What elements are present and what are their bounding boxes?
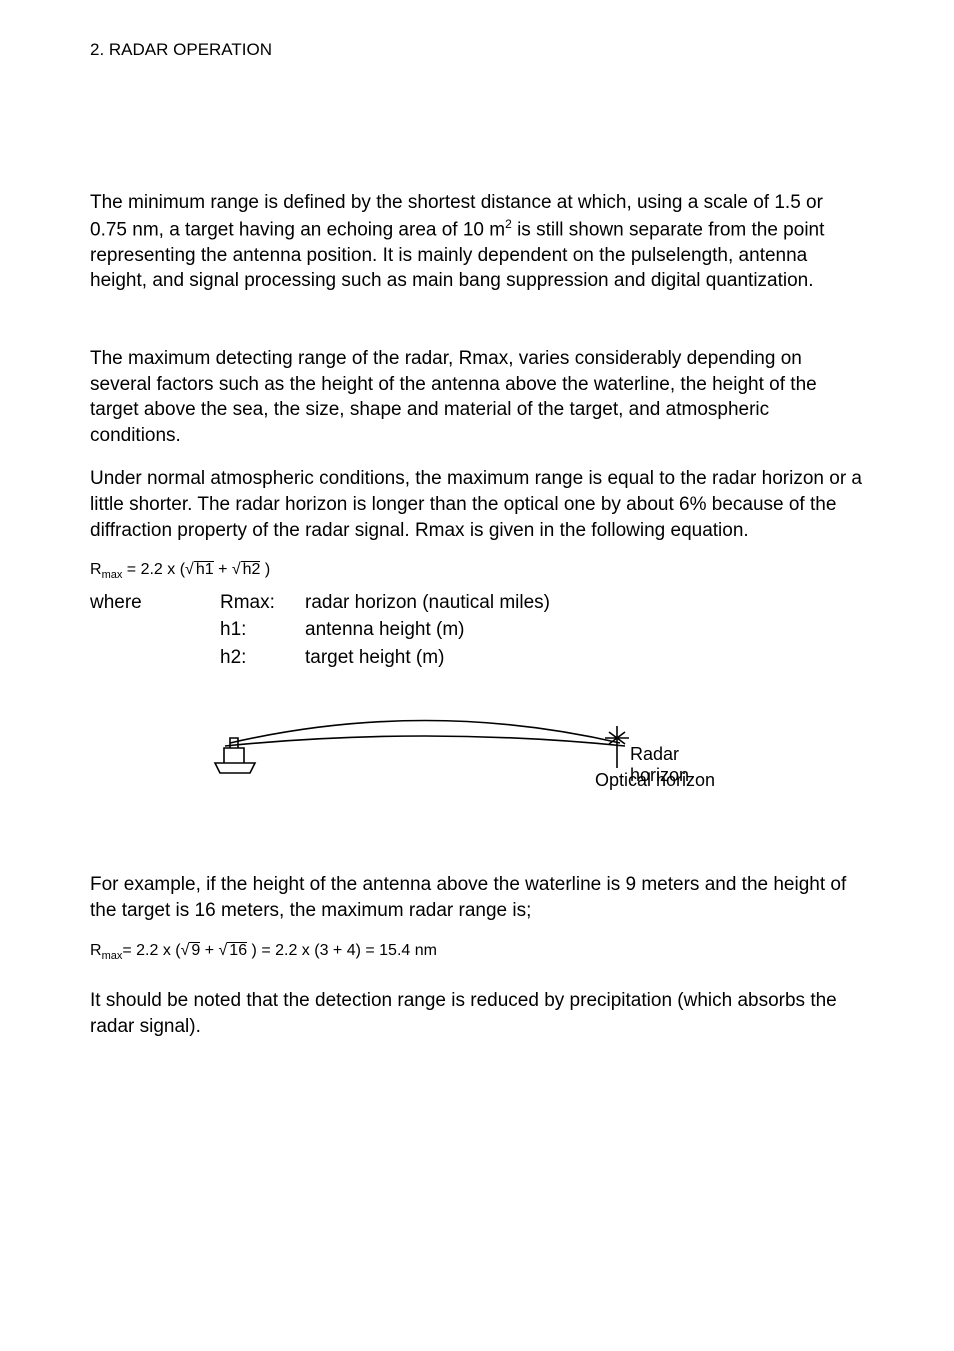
target-icon — [605, 726, 629, 768]
formula-text: + — [214, 561, 232, 578]
sqrt-arg: h1 — [194, 561, 214, 579]
formula-rmax-example: Rmax= 2.2 x (√9 + √16 ) = 2.2 x (3 + 4) … — [90, 942, 864, 962]
formula-subscript: max — [102, 950, 123, 962]
formula-text: = 2.2 x ( — [122, 561, 185, 578]
formula-text: ) — [260, 561, 270, 578]
closing-paragraph: It should be noted that the detection ra… — [90, 988, 864, 1039]
sqrt-arg: 9 — [189, 942, 200, 960]
superscript: 2 — [505, 217, 512, 231]
formula-var: R — [90, 561, 102, 578]
formula-text: + — [200, 942, 218, 959]
min-range-paragraph: The minimum range is defined by the shor… — [90, 190, 864, 294]
sqrt-symbol: √ — [232, 561, 241, 578]
optical-horizon-label: Optical horizon — [595, 770, 715, 791]
example-paragraph: For example, if the height of the antenn… — [90, 872, 864, 923]
where-blank — [90, 617, 220, 643]
sqrt-arg: 16 — [227, 942, 247, 960]
where-desc: target height (m) — [305, 645, 864, 671]
sqrt-symbol: √ — [219, 942, 228, 959]
optical-horizon-line — [225, 736, 625, 746]
max-range-paragraph-2: Under normal atmospheric conditions, the… — [90, 466, 864, 543]
formula-var: R — [90, 942, 102, 959]
spacer — [90, 970, 864, 988]
formula-rmax-general: Rmax = 2.2 x (√h1 + √h2 ) — [90, 561, 864, 581]
formula-text: ) = 2.2 x (3 + 4) = 15.4 nm — [247, 942, 437, 959]
where-symbol: h1: — [220, 617, 305, 643]
sqrt-arg: h2 — [241, 561, 261, 579]
page: 2. RADAR OPERATION The minimum range is … — [0, 0, 954, 1351]
spacer — [90, 312, 864, 346]
sqrt-symbol: √ — [185, 561, 194, 578]
max-range-paragraph-1: The maximum detecting range of the radar… — [90, 346, 864, 449]
horizon-diagram: Radar horizon Optical horizon — [200, 688, 720, 828]
chapter-header: 2. RADAR OPERATION — [90, 40, 864, 60]
where-blank — [90, 645, 220, 671]
spacer — [90, 838, 864, 872]
where-desc: antenna height (m) — [305, 617, 864, 643]
formula-text: = 2.2 x ( — [122, 942, 180, 959]
where-symbol: h2: — [220, 645, 305, 671]
where-label: where — [90, 590, 220, 616]
sqrt-symbol: √ — [181, 942, 190, 959]
where-definitions: where Rmax: radar horizon (nautical mile… — [90, 590, 864, 671]
where-symbol: Rmax: — [220, 590, 305, 616]
formula-subscript: max — [102, 570, 123, 582]
where-desc: radar horizon (nautical miles) — [305, 590, 864, 616]
radar-horizon-arc — [230, 721, 620, 744]
